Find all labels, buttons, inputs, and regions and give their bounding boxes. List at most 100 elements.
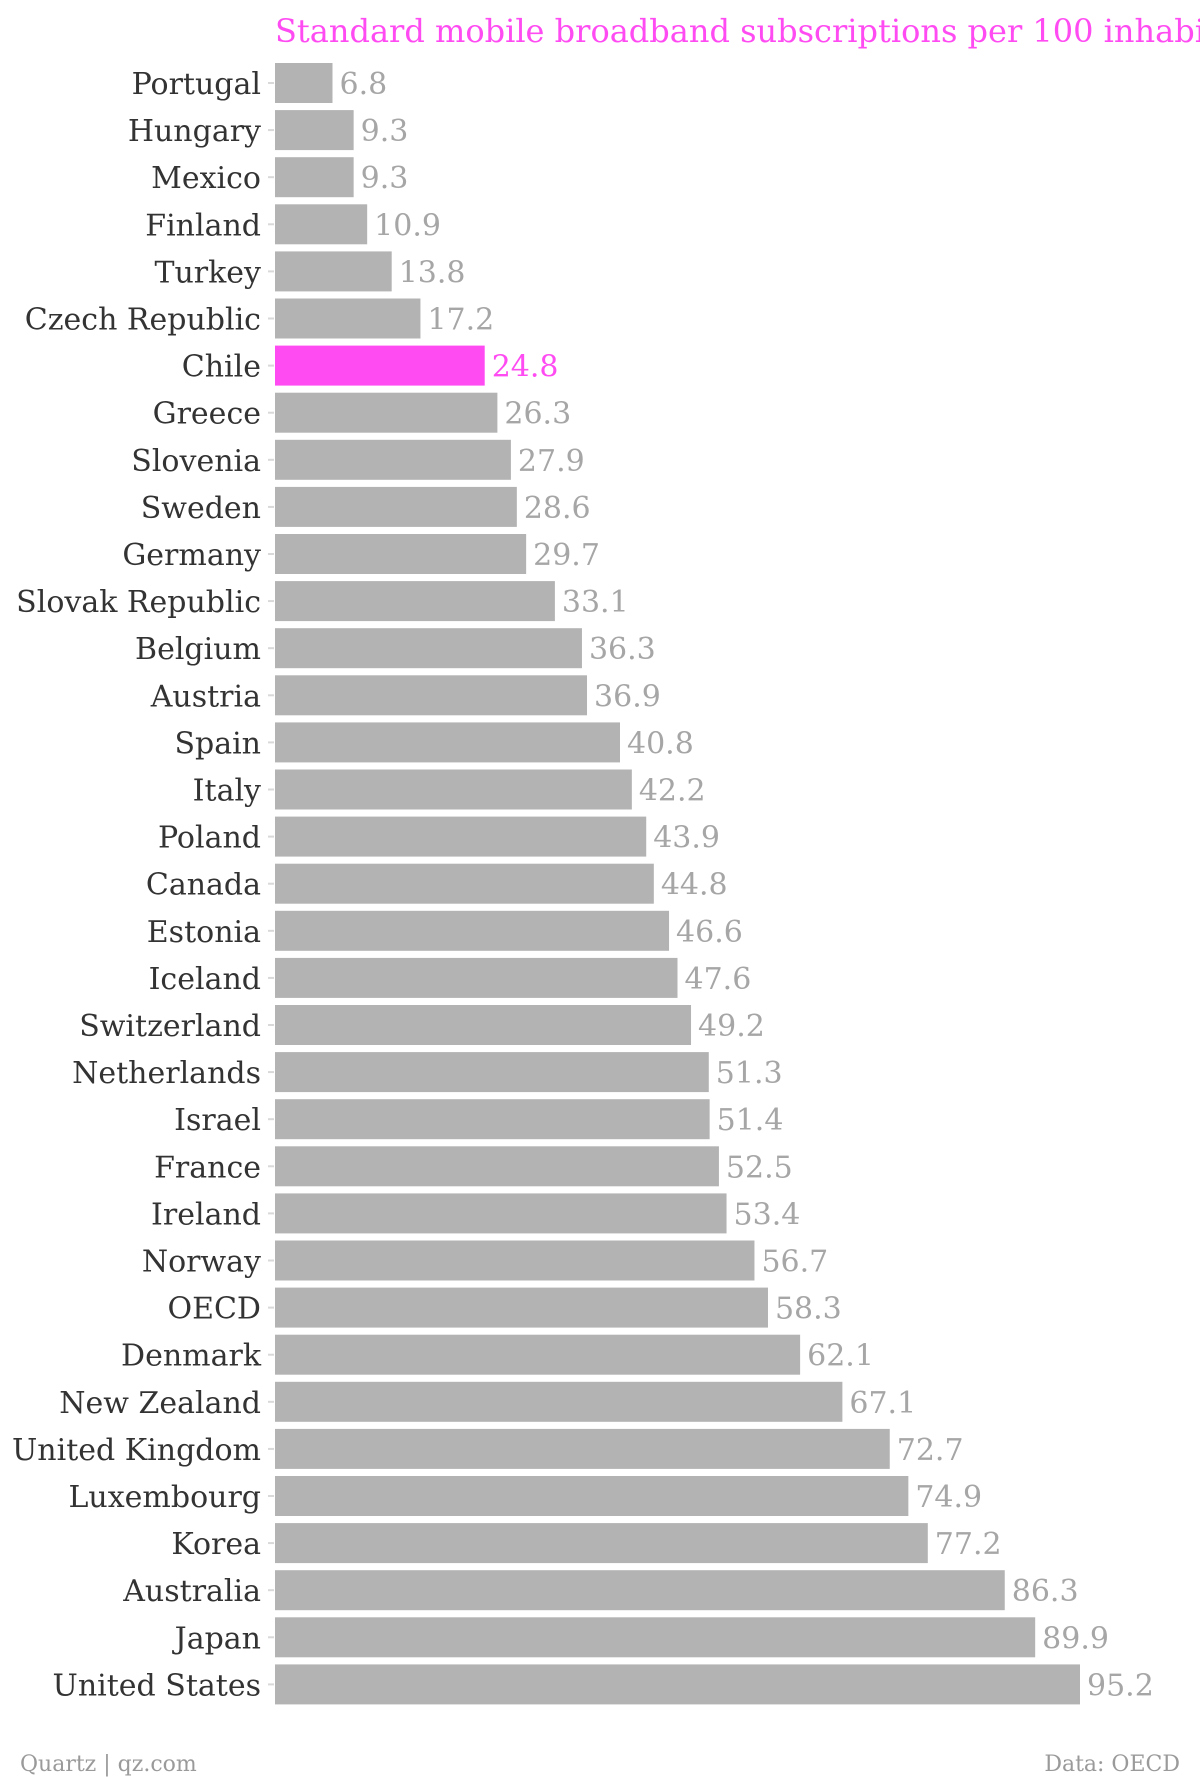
bar-luxembourg <box>275 1476 909 1516</box>
chart-title: Standard mobile broadband subscriptions … <box>275 12 1200 50</box>
category-label: Austria <box>150 679 261 714</box>
bar-ireland <box>275 1193 727 1234</box>
value-label: 28.6 <box>524 491 591 526</box>
category-label: Mexico <box>151 161 261 196</box>
category-label: Korea <box>171 1527 261 1562</box>
bar-spain <box>275 722 620 763</box>
category-label: OECD <box>167 1292 261 1327</box>
bar-united-kingdom <box>275 1428 890 1469</box>
value-label: 67.1 <box>849 1386 916 1421</box>
bar-poland <box>275 816 647 857</box>
category-label: Netherlands <box>72 1056 261 1091</box>
bar-israel <box>275 1099 710 1140</box>
value-label: 62.1 <box>807 1339 874 1374</box>
bar-slovenia <box>275 439 511 480</box>
value-label: 46.6 <box>676 915 743 950</box>
bar-australia <box>275 1570 1005 1611</box>
bar-slovak-republic <box>275 581 555 622</box>
value-label: 89.9 <box>1042 1621 1109 1656</box>
value-label: 17.2 <box>427 303 494 338</box>
value-label: 51.3 <box>716 1056 783 1091</box>
value-label: 13.8 <box>399 255 466 290</box>
category-label: Chile <box>182 350 261 385</box>
bar-japan <box>275 1617 1036 1658</box>
bar-oecd <box>275 1287 768 1328</box>
bar-estonia <box>275 910 670 951</box>
category-label: Luxembourg <box>69 1480 262 1515</box>
category-label: Switzerland <box>79 1009 261 1044</box>
bar-finland <box>275 204 368 245</box>
bar-new-zealand <box>275 1381 843 1422</box>
bar-korea <box>275 1523 928 1564</box>
value-label: 49.2 <box>698 1009 765 1044</box>
value-label: 42.2 <box>639 774 706 809</box>
category-label: Finland <box>145 208 261 243</box>
bar-france <box>275 1146 719 1187</box>
bar-netherlands <box>275 1052 709 1093</box>
category-label: Israel <box>174 1103 261 1138</box>
value-label: 58.3 <box>775 1292 842 1327</box>
value-label: 77.2 <box>935 1527 1002 1562</box>
category-label: France <box>154 1150 261 1185</box>
category-label: Greece <box>153 397 261 432</box>
bar-denmark <box>275 1334 801 1375</box>
value-label: 43.9 <box>653 821 720 856</box>
bar-greece <box>275 392 498 433</box>
bar-chile <box>275 345 485 386</box>
value-label: 56.7 <box>761 1245 828 1280</box>
bar-united-states <box>275 1664 1080 1705</box>
bar-austria <box>275 675 588 716</box>
bar-hungary <box>275 110 354 151</box>
bar-belgium <box>275 628 582 669</box>
value-label: 10.9 <box>374 208 441 243</box>
bar-germany <box>275 534 527 574</box>
category-label: Iceland <box>149 962 261 997</box>
value-label: 29.7 <box>533 538 600 573</box>
bar-italy <box>275 769 632 810</box>
category-label: Japan <box>172 1621 261 1656</box>
bar-norway <box>275 1240 755 1281</box>
category-label: Denmark <box>121 1339 262 1374</box>
category-label: Germany <box>122 538 261 573</box>
value-label: 47.6 <box>685 962 752 997</box>
value-label: 26.3 <box>504 397 571 432</box>
category-label: Italy <box>193 774 261 809</box>
value-label: 51.4 <box>717 1103 784 1138</box>
value-label: 33.1 <box>562 585 629 620</box>
bar-iceland <box>275 957 678 998</box>
category-label: Czech Republic <box>25 303 261 338</box>
category-label: Portugal <box>132 67 261 102</box>
bar-switzerland <box>275 1005 692 1045</box>
value-label: 86.3 <box>1012 1574 1079 1609</box>
value-label: 9.3 <box>361 161 409 196</box>
value-label: 72.7 <box>897 1433 964 1468</box>
value-label: 52.5 <box>726 1150 793 1185</box>
value-label: 36.9 <box>594 679 661 714</box>
value-label: 9.3 <box>361 114 409 149</box>
bar-turkey <box>275 251 392 292</box>
value-label: 6.8 <box>340 67 388 102</box>
value-label: 74.9 <box>915 1480 982 1515</box>
category-label: Turkey <box>154 255 261 290</box>
bar-mexico <box>275 157 354 198</box>
value-label: 40.8 <box>627 726 694 761</box>
bar-czech-republic <box>275 298 421 339</box>
value-label: 44.8 <box>661 868 728 903</box>
value-label: 24.8 <box>492 350 559 385</box>
bar-portugal <box>275 63 333 103</box>
category-label: United Kingdom <box>12 1433 261 1468</box>
category-label: Spain <box>174 726 261 761</box>
category-label: New Zealand <box>59 1386 261 1421</box>
value-label: 95.2 <box>1087 1668 1154 1703</box>
category-label: Ireland <box>151 1197 261 1232</box>
value-label: 53.4 <box>734 1197 801 1232</box>
category-label: Belgium <box>135 632 261 667</box>
category-label: Canada <box>146 868 261 903</box>
footer-source-right: Data: OECD <box>1044 1752 1180 1777</box>
category-label: Australia <box>122 1574 261 1609</box>
footer-source-left: Quartz | qz.com <box>20 1752 197 1777</box>
category-label: Slovenia <box>131 444 261 479</box>
category-label: Estonia <box>147 915 261 950</box>
